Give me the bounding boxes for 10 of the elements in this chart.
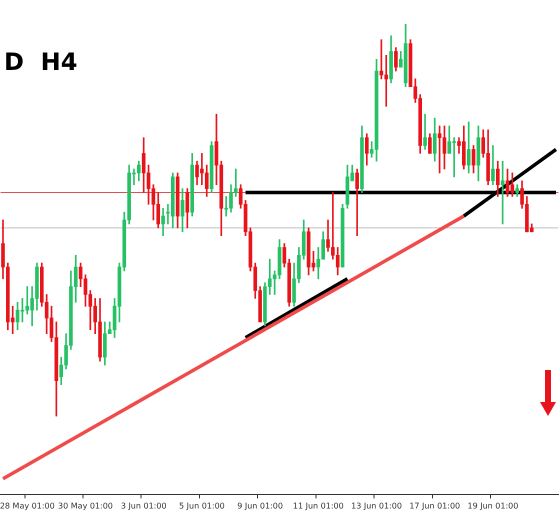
- x-tick-label: 11 Jun 01:00: [292, 501, 344, 510]
- text: D H4: [4, 48, 78, 76]
- x-tick-label: 30 May 01:00: [58, 501, 113, 510]
- x-tick-label: 3 Jun 01:00: [120, 501, 167, 510]
- x-tick-label: 5 Jun 01:00: [179, 501, 225, 510]
- x-tick-label: 28 May 01:00: [0, 501, 55, 510]
- x-tick-label: 19 Jun 01:00: [468, 501, 518, 510]
- x-tick-label: 9 Jun 01:00: [237, 501, 283, 510]
- x-tick-label: 17 Jun 01:00: [409, 501, 460, 510]
- x-tick-label: 13 Jun 01:00: [351, 501, 402, 510]
